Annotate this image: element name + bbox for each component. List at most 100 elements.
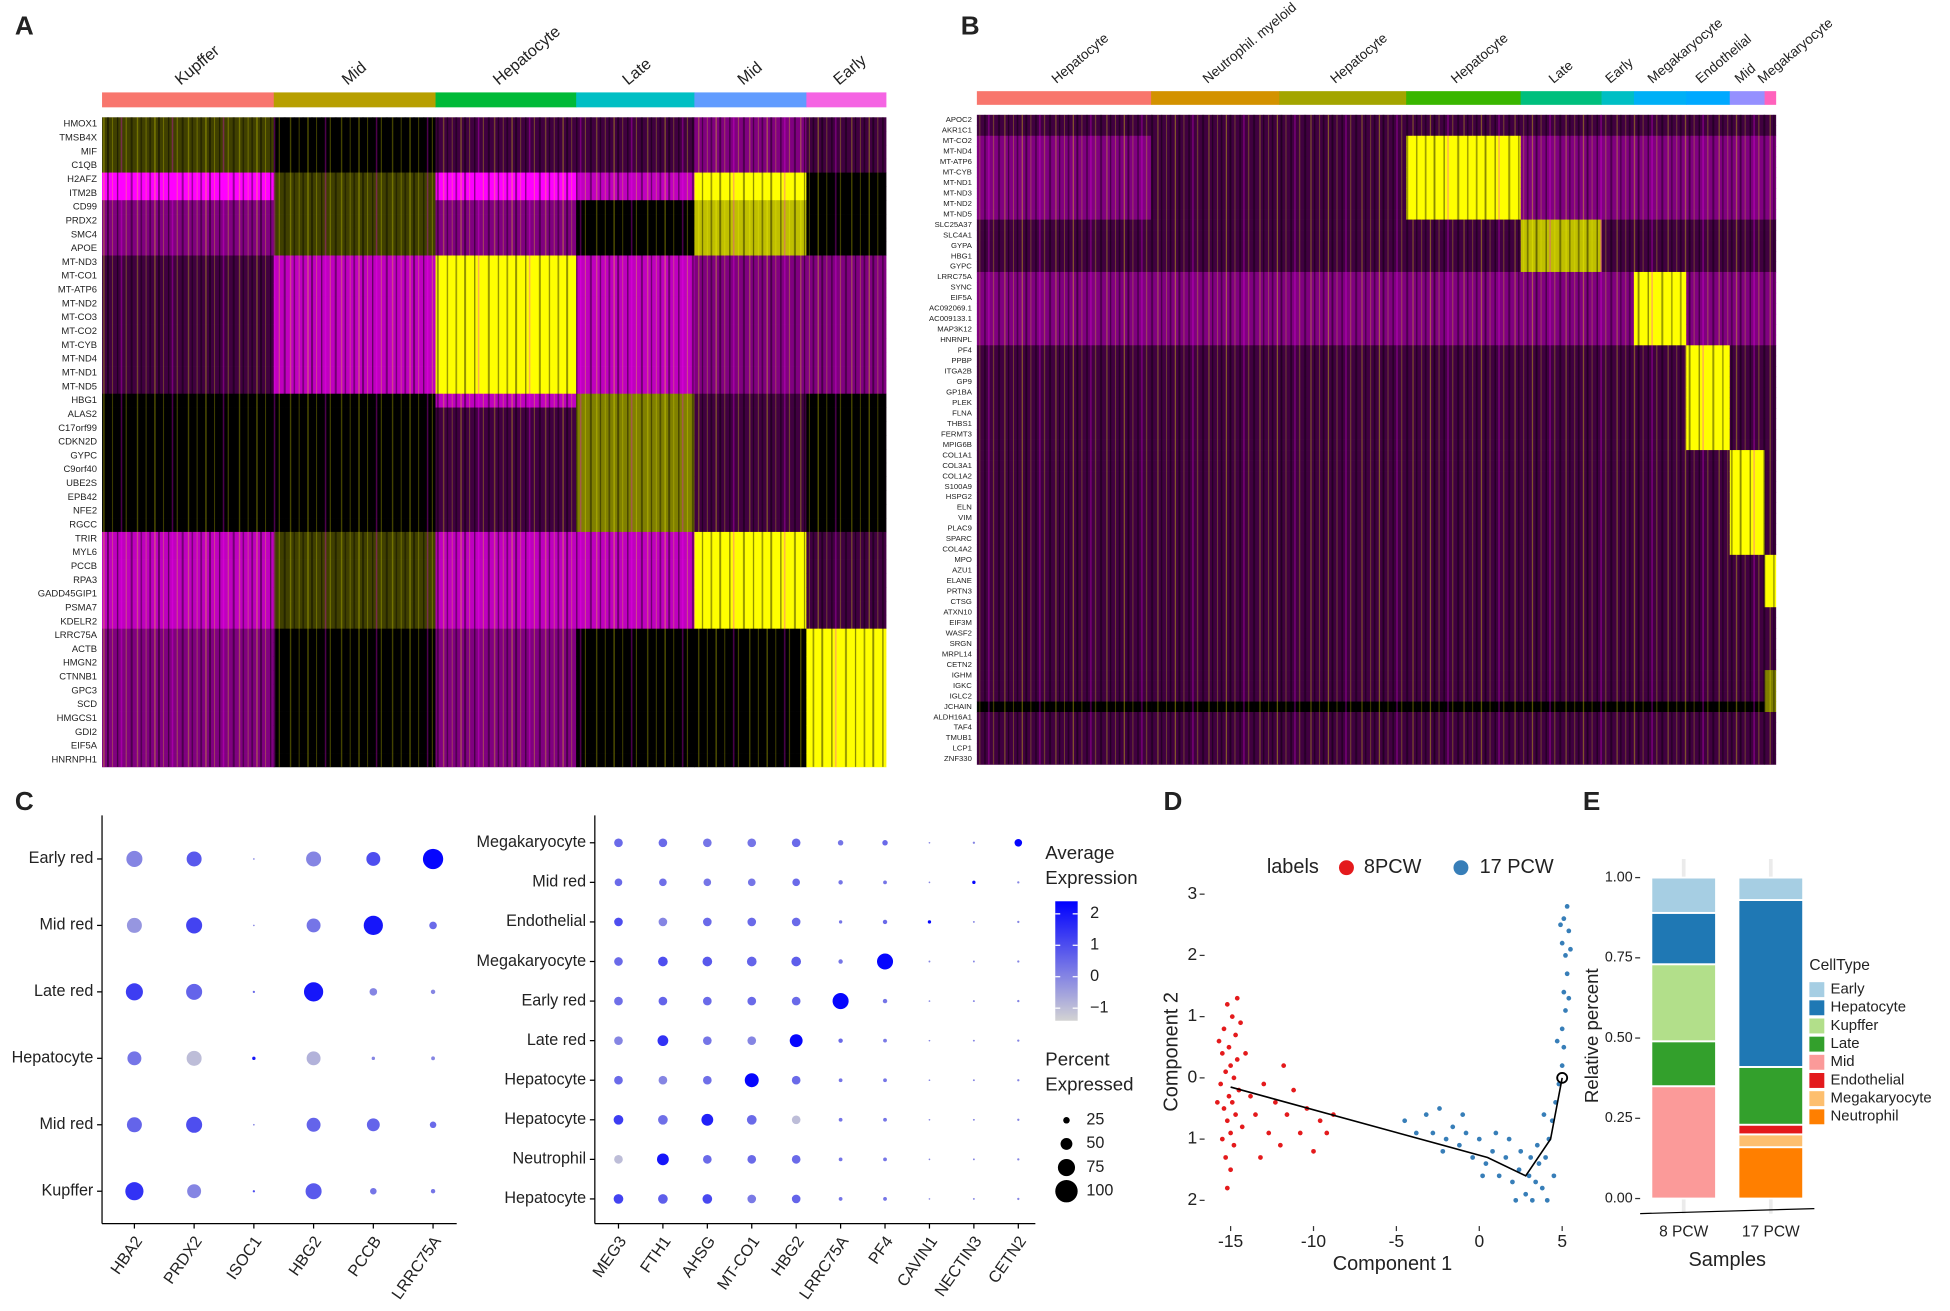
point <box>1503 1155 1509 1160</box>
panel-label: A <box>15 11 34 41</box>
cluster-bar <box>694 92 807 108</box>
dot <box>883 1117 887 1122</box>
trajectory <box>1230 1077 1563 1177</box>
dot <box>883 880 887 885</box>
legend-title: Average <box>1045 842 1114 863</box>
gene-label: APOC2 <box>946 115 972 124</box>
point <box>1226 1044 1232 1050</box>
x-tick-label: 17 PCW <box>1742 1223 1800 1240</box>
gene-label: CDKN2D <box>58 437 97 448</box>
dot <box>838 1157 843 1162</box>
y-tick-label: Megakaryocyte <box>477 952 587 970</box>
point <box>1221 1026 1227 1032</box>
point <box>1559 1026 1565 1032</box>
dot <box>928 1198 931 1200</box>
gene-label: SMC4 <box>71 229 97 240</box>
y-tick-label: Kupffer <box>42 1181 94 1199</box>
gene-label: PSMA7 <box>65 602 97 613</box>
point <box>1224 1185 1230 1191</box>
legend-label: Hepatocyte <box>1831 999 1906 1016</box>
panel-label: E <box>1583 786 1600 816</box>
point <box>1564 904 1570 909</box>
point <box>1443 1136 1449 1142</box>
gene-label: HNRNPL <box>940 335 972 344</box>
size-label: 25 <box>1086 1111 1104 1129</box>
y-tick-label: Early red <box>29 849 94 867</box>
legend-label: Kupffer <box>1831 1017 1879 1034</box>
gene-label: C1QB <box>71 160 97 171</box>
point <box>1214 1100 1220 1105</box>
dot <box>429 1121 437 1129</box>
size-key <box>1055 1180 1078 1203</box>
x-tick-label: -15 <box>1218 1231 1243 1251</box>
gene-label: KDELR2 <box>60 616 97 627</box>
dot <box>703 996 712 1006</box>
dot <box>369 988 378 996</box>
dot <box>877 953 894 970</box>
gene-label: LCP1 <box>953 744 972 753</box>
dot <box>747 1155 757 1164</box>
panel-label: D <box>1164 786 1183 816</box>
y-tick-label: Endothelial <box>506 912 586 930</box>
gene-label: LRRC75A <box>55 630 98 641</box>
y-tick-label: 0.50 <box>1605 1030 1633 1046</box>
legend-label: Endothelial <box>1831 1071 1905 1088</box>
y-axis-title: Relative percent <box>1581 967 1602 1103</box>
y-tick-label: 1.00 <box>1605 869 1633 885</box>
point <box>1476 1136 1482 1142</box>
gene-label: TMUB1 <box>946 733 972 742</box>
bar-segment <box>1650 1085 1717 1200</box>
dot <box>306 1051 321 1066</box>
panel-label: B <box>961 11 980 41</box>
cluster-bar <box>1406 91 1522 105</box>
dot <box>928 1158 931 1161</box>
bar-segment <box>1650 963 1717 1043</box>
bar-segment <box>1650 1040 1717 1088</box>
gene-label: AZU1 <box>952 566 972 575</box>
gene-label: MT-ND2 <box>943 199 972 208</box>
legend-key <box>1809 1054 1825 1070</box>
point <box>1219 1051 1225 1056</box>
gene-label: FLNA <box>952 408 973 417</box>
gene-label: MT-ATP6 <box>940 157 972 166</box>
point <box>1523 1191 1529 1197</box>
dot <box>1017 1158 1020 1161</box>
dot <box>614 1075 623 1085</box>
legend-key <box>1453 860 1469 876</box>
gene-label: PRDX2 <box>66 215 97 226</box>
gene-label: RGCC <box>69 520 97 531</box>
legend-key <box>1338 860 1354 876</box>
point <box>1543 1155 1548 1160</box>
point <box>1490 1148 1495 1154</box>
dot <box>126 917 142 933</box>
dot <box>429 921 437 930</box>
dot <box>614 996 623 1006</box>
dot <box>1017 999 1020 1003</box>
point <box>1277 1142 1283 1148</box>
legend-label: Megakaryocyte <box>1831 1090 1932 1107</box>
dot <box>838 880 843 885</box>
gene-label: MT-CYB <box>61 340 97 351</box>
dot <box>703 1155 712 1164</box>
dot <box>928 1039 931 1042</box>
point <box>1216 1038 1222 1044</box>
dot <box>252 1190 256 1193</box>
y-tick-label: 2 <box>1187 944 1197 964</box>
point <box>1544 1197 1550 1203</box>
gene-label: MT-CO2 <box>943 136 972 145</box>
dot <box>703 917 712 927</box>
gene-label: AC009133.1 <box>929 314 972 323</box>
point <box>1233 1032 1238 1038</box>
gene-label: PCCB <box>71 561 97 572</box>
point <box>1506 1136 1512 1142</box>
point <box>1231 1142 1237 1148</box>
gene-label: NFE2 <box>73 506 97 517</box>
dot <box>658 1194 668 1204</box>
dot <box>928 960 931 963</box>
gene-label: EIF5A <box>950 293 972 302</box>
gene-label: HBG1 <box>951 251 972 260</box>
gene-label: EIF5A <box>71 741 98 752</box>
dot <box>838 1197 843 1201</box>
dot <box>303 982 324 1002</box>
dot <box>614 957 623 966</box>
